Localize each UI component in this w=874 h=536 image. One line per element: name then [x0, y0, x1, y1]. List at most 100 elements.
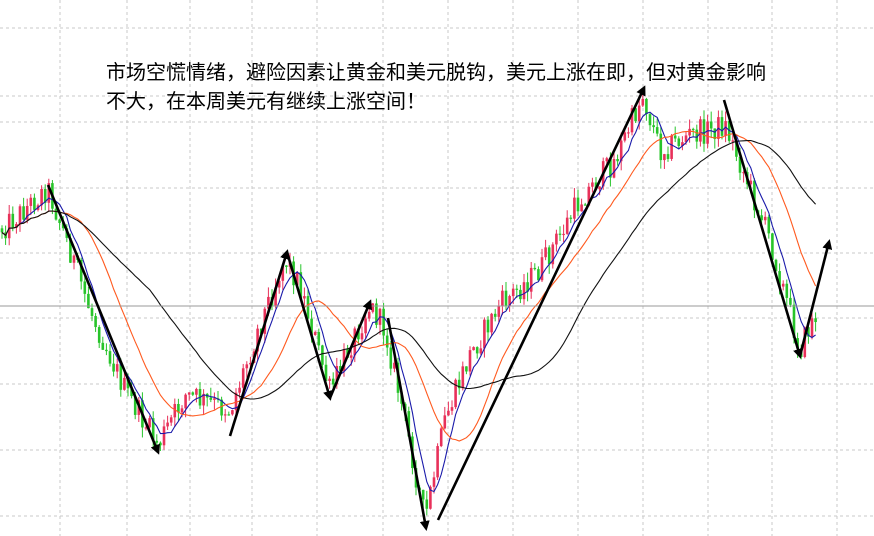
candle-body-170 — [612, 159, 616, 178]
candle-body-154 — [555, 233, 558, 245]
candle-body-147 — [529, 267, 533, 292]
candle-body-40 — [144, 427, 148, 429]
candle-body-211 — [760, 215, 763, 221]
candle-body-123 — [443, 415, 447, 429]
candle-body-113 — [407, 411, 411, 437]
candle-body-74 — [267, 296, 270, 309]
candle-body-162 — [583, 204, 587, 206]
candle-body-118 — [425, 499, 429, 509]
candle-body-181 — [652, 125, 655, 128]
candle-body-158 — [569, 217, 573, 219]
candle-body-23 — [83, 281, 87, 294]
candle-body-156 — [562, 233, 565, 236]
candle-body-63 — [227, 414, 231, 416]
candle-body-109 — [393, 362, 396, 369]
candle-body-215 — [774, 259, 778, 272]
candle-body-99 — [357, 328, 360, 340]
candle-body-66 — [238, 387, 241, 393]
candle-body-142 — [511, 288, 515, 297]
trend-arrow-2 — [228, 249, 290, 437]
candle-body-26 — [94, 315, 97, 328]
candle-body-67 — [241, 368, 245, 388]
candle-body-52 — [187, 392, 191, 395]
candle-body-150 — [540, 257, 544, 281]
candle-body-28 — [101, 342, 105, 350]
candle-body-24 — [87, 293, 90, 309]
candle-body-84 — [303, 296, 306, 299]
candle-body-97 — [349, 355, 353, 358]
candle-body-217 — [781, 283, 785, 287]
candle-body-50 — [180, 408, 184, 413]
trend-arrow-4 — [328, 299, 372, 399]
candle-body-190 — [684, 135, 688, 143]
candle-body-171 — [616, 159, 619, 162]
trend-arrow-1 — [46, 184, 160, 455]
candles — [0, 90, 817, 516]
candle-body-206 — [742, 172, 745, 174]
candle-body-19 — [69, 237, 72, 263]
candle-body-138 — [497, 306, 501, 317]
candle-body-2 — [7, 213, 11, 239]
candle-body-95 — [342, 349, 346, 372]
candle-body-216 — [778, 271, 781, 287]
candle-body-168 — [605, 158, 609, 162]
candle-body-198 — [713, 128, 717, 139]
candle-body-88 — [317, 332, 321, 346]
trend-arrow-6 — [436, 85, 646, 521]
candle-body-183 — [659, 133, 663, 161]
candle-body-108 — [389, 347, 393, 369]
candle-body-25 — [90, 308, 94, 316]
candle-body-153 — [551, 244, 555, 265]
candle-body-42 — [151, 418, 155, 441]
candle-body-15 — [54, 208, 58, 220]
moving-average-line-1 — [1, 111, 816, 493]
candle-body-192 — [691, 128, 695, 131]
candle-body-194 — [699, 119, 702, 142]
candle-body-48 — [173, 403, 177, 418]
candle-body-224 — [807, 327, 810, 337]
candle-body-8 — [29, 197, 33, 206]
candle-body-152 — [547, 247, 551, 265]
candle-body-16 — [58, 219, 61, 224]
candle-body-161 — [580, 204, 583, 212]
candle-body-86 — [310, 318, 313, 335]
trend-arrow-8 — [798, 239, 833, 357]
candle-body-196 — [706, 121, 709, 144]
candle-body-151 — [544, 247, 547, 258]
candle-body-187 — [673, 135, 677, 139]
candle-body-204 — [735, 140, 738, 157]
candle-body-214 — [771, 233, 774, 260]
candle-body-91 — [328, 378, 331, 381]
candle-body-157 — [565, 217, 569, 234]
moving-average-lines — [1, 111, 817, 493]
candle-body-85 — [306, 296, 310, 319]
candle-body-178 — [641, 98, 645, 106]
candle-body-36 — [130, 388, 133, 397]
candle-body-65 — [234, 392, 238, 411]
candle-body-92 — [331, 378, 335, 385]
candle-body-140 — [504, 290, 508, 307]
candle-body-11 — [40, 189, 43, 206]
candle-body-126 — [454, 379, 457, 408]
candle-body-209 — [753, 180, 756, 211]
candle-body-185 — [666, 154, 670, 159]
candle-body-135 — [486, 319, 490, 333]
candle-body-34 — [123, 377, 126, 390]
candle-body-12 — [43, 189, 47, 203]
candle-body-172 — [619, 140, 623, 162]
candle-body-104 — [375, 303, 378, 325]
candle-body-145 — [522, 282, 526, 300]
moving-average-line-2 — [1, 130, 817, 442]
candle-body-148 — [533, 267, 537, 270]
candle-body-163 — [587, 186, 591, 206]
candle-body-191 — [688, 128, 691, 136]
candle-body-61 — [220, 399, 223, 416]
candle-body-29 — [105, 349, 108, 352]
candle-body-0 — [0, 228, 4, 233]
candle-body-188 — [677, 138, 681, 147]
candle-body-89 — [321, 345, 324, 365]
candle-body-131 — [472, 347, 475, 351]
candle-body-59 — [213, 398, 216, 400]
candle-body-98 — [353, 328, 357, 356]
candle-body-177 — [637, 105, 641, 122]
